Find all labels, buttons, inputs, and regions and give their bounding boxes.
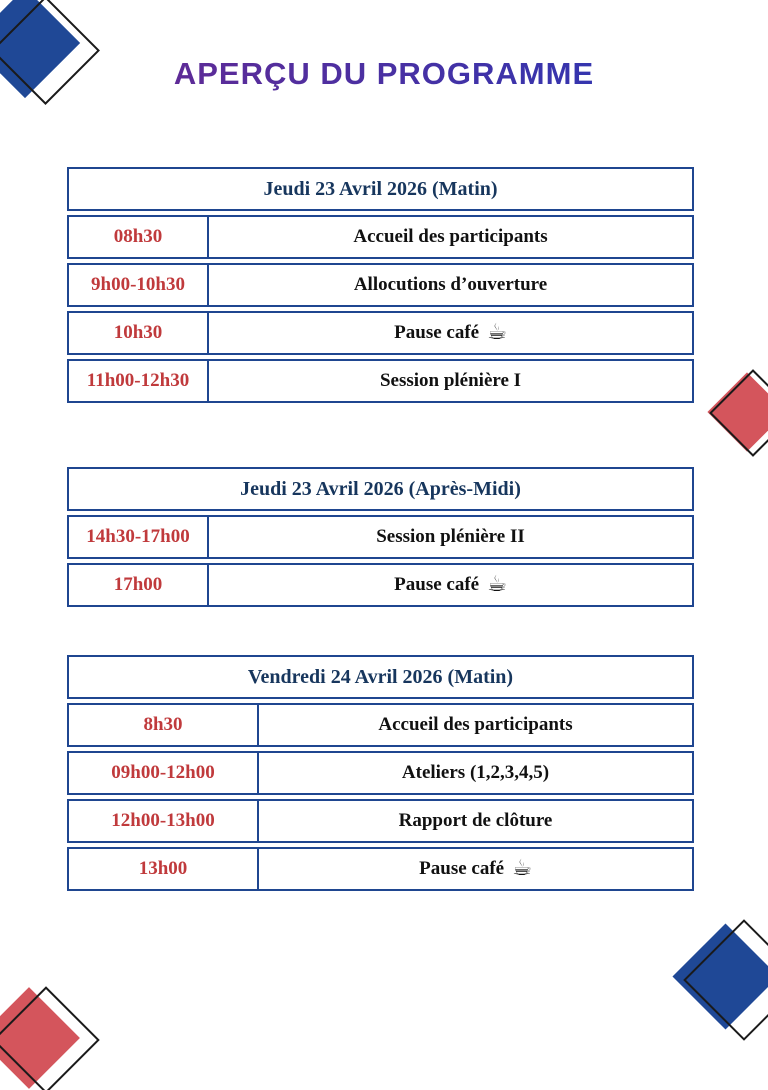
coffee-cup-icon: ☕	[487, 572, 507, 597]
table-header: Jeudi 23 Avril 2026 (Matin)	[67, 167, 694, 211]
table-row: 10h30 Pause café ☕	[67, 311, 694, 355]
table-row: 14h30-17h00 Session plénière II	[67, 515, 694, 559]
time-cell: 08h30	[69, 217, 209, 257]
time-cell: 09h00-12h00	[69, 753, 259, 793]
event-cell: Accueil des participants	[209, 217, 692, 257]
coffee-cup-icon: ☕	[512, 856, 532, 881]
time-cell: 13h00	[69, 849, 259, 889]
event-label: Accueil des participants	[353, 226, 548, 247]
table-row: 11h00-12h30 Session plénière I	[67, 359, 694, 403]
event-label: Rapport de clôture	[398, 810, 553, 831]
time-cell: 9h00-10h30	[69, 265, 209, 305]
time-cell: 14h30-17h00	[69, 517, 209, 557]
event-cell: Accueil des participants	[259, 705, 692, 745]
table-row: 9h00-10h30 Allocutions d’ouverture	[67, 263, 694, 307]
event-cell: Session plénière I	[209, 361, 692, 401]
page-title-text: APERÇU DU PROGRAMME	[173, 56, 595, 91]
event-label: Pause café	[419, 858, 505, 879]
table-header: Jeudi 23 Avril 2026 (Après-Midi)	[67, 467, 694, 511]
event-label: Allocutions d’ouverture	[353, 274, 548, 295]
coffee-cup-icon: ☕	[487, 320, 507, 345]
event-cell: Allocutions d’ouverture	[209, 265, 692, 305]
diamond-outline-bottom-right-icon	[683, 919, 768, 1041]
event-cell: Ateliers (1,2,3,4,5)	[259, 753, 692, 793]
page-title: APERÇU DU PROGRAMME	[0, 56, 768, 92]
event-cell: Session plénière II	[209, 517, 692, 557]
table-row: 12h00-13h00 Rapport de clôture	[67, 799, 694, 843]
schedule-table-thursday-morning: Jeudi 23 Avril 2026 (Matin) 08h30 Accuei…	[67, 167, 694, 407]
event-label: Accueil des participants	[378, 714, 573, 735]
time-cell: 10h30	[69, 313, 209, 353]
event-cell: Pause café ☕	[209, 313, 692, 353]
table-row: 17h00 Pause café ☕	[67, 563, 694, 607]
table-row: 08h30 Accueil des participants	[67, 215, 694, 259]
table-header-label: Vendredi 24 Avril 2026 (Matin)	[247, 665, 514, 688]
event-label: Pause café	[394, 322, 480, 343]
time-cell: 8h30	[69, 705, 259, 745]
time-cell: 12h00-13h00	[69, 801, 259, 841]
event-cell: Pause café ☕	[209, 565, 692, 605]
schedule-table-friday-morning: Vendredi 24 Avril 2026 (Matin) 8h30 Accu…	[67, 655, 694, 895]
table-row: 09h00-12h00 Ateliers (1,2,3,4,5)	[67, 751, 694, 795]
event-label: Ateliers (1,2,3,4,5)	[401, 762, 550, 783]
table-header: Vendredi 24 Avril 2026 (Matin)	[67, 655, 694, 699]
table-header-label: Jeudi 23 Avril 2026 (Après-Midi)	[240, 477, 521, 500]
event-label: Session plénière I	[379, 370, 522, 391]
event-cell: Pause café ☕	[259, 849, 692, 889]
time-cell: 17h00	[69, 565, 209, 605]
table-header-label: Jeudi 23 Avril 2026 (Matin)	[263, 177, 498, 200]
table-row: 8h30 Accueil des participants	[67, 703, 694, 747]
time-cell: 11h00-12h30	[69, 361, 209, 401]
table-row: 13h00 Pause café ☕	[67, 847, 694, 891]
event-label: Session plénière II	[376, 526, 525, 547]
event-cell: Rapport de clôture	[259, 801, 692, 841]
schedule-table-thursday-afternoon: Jeudi 23 Avril 2026 (Après-Midi) 14h30-1…	[67, 467, 694, 611]
event-label: Pause café	[394, 574, 480, 595]
